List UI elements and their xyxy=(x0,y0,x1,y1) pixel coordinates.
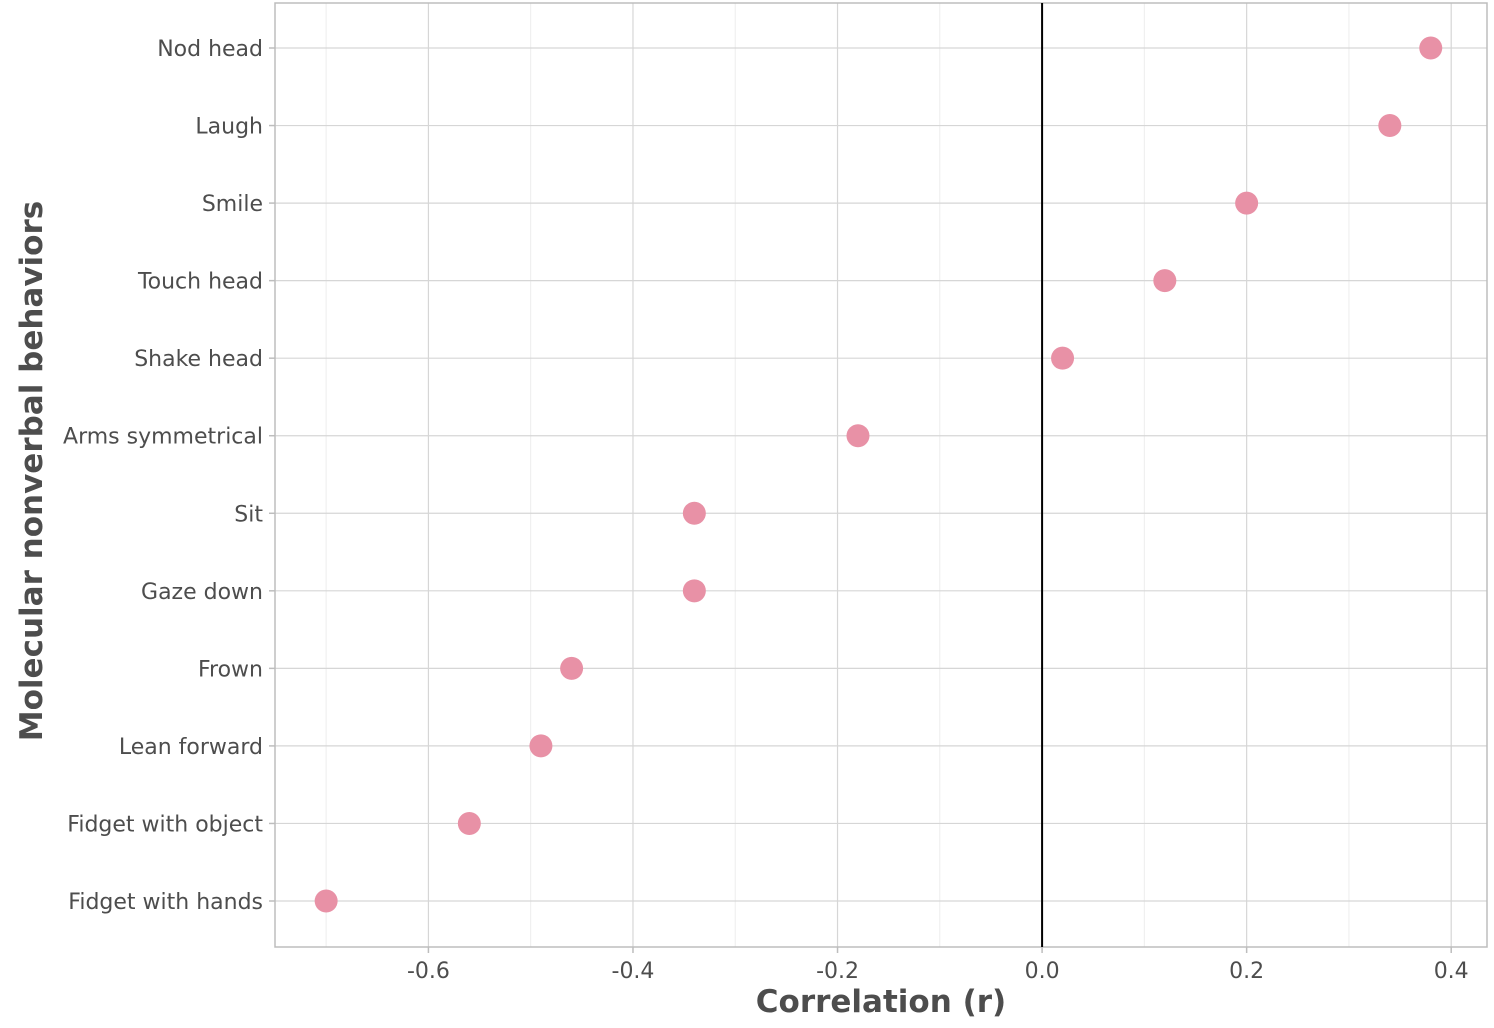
y-tick-label: Smile xyxy=(202,192,263,217)
x-tick-label: 0.4 xyxy=(1434,959,1469,984)
y-tick-label: Sit xyxy=(234,502,263,527)
x-tick-label: 0.2 xyxy=(1229,959,1264,984)
minor-gridlines xyxy=(325,3,1350,947)
data-point xyxy=(1378,114,1402,138)
panel-border xyxy=(274,2,1488,948)
data-point xyxy=(1419,36,1443,60)
x-axis-title: Correlation (r) xyxy=(756,984,1006,1020)
x-tick-label: 0.0 xyxy=(1025,959,1060,984)
y-tick-label: Fidget with object xyxy=(67,812,263,837)
x-tick-label: -0.6 xyxy=(407,959,450,984)
y-tick-label: Gaze down xyxy=(141,580,263,605)
y-tick-label: Nod head xyxy=(157,37,263,62)
data-points xyxy=(314,36,1443,913)
data-point xyxy=(1235,191,1259,215)
data-point xyxy=(457,811,481,835)
data-point xyxy=(682,501,706,525)
data-point xyxy=(1051,346,1075,370)
data-point xyxy=(1153,269,1177,293)
data-point xyxy=(846,424,870,448)
data-point xyxy=(682,579,706,603)
y-axis-ticks: Nod head Laugh Smile Touch head Shake head Ar… xyxy=(63,37,275,915)
y-tick-label: Arms symmetrical xyxy=(63,425,263,450)
y-tick-label: Fidget with hands xyxy=(68,890,263,915)
y-tick-label: Touch head xyxy=(137,270,263,295)
y-tick-label: Lean forward xyxy=(119,735,263,760)
major-gridlines xyxy=(275,3,1487,947)
x-axis-ticks: -0.6 -0.4 -0.2 0.0 0.2 0.4 xyxy=(407,947,1469,984)
y-tick-label: Laugh xyxy=(195,115,263,140)
y-axis-title: Molecular nonverbal behaviors xyxy=(14,201,50,741)
data-point xyxy=(529,734,553,758)
y-tick-label: Shake head xyxy=(134,347,263,372)
data-point xyxy=(314,889,338,913)
x-tick-label: -0.4 xyxy=(612,959,655,984)
data-point xyxy=(560,656,584,680)
y-tick-label: Frown xyxy=(198,657,263,682)
x-tick-label: -0.2 xyxy=(816,959,859,984)
